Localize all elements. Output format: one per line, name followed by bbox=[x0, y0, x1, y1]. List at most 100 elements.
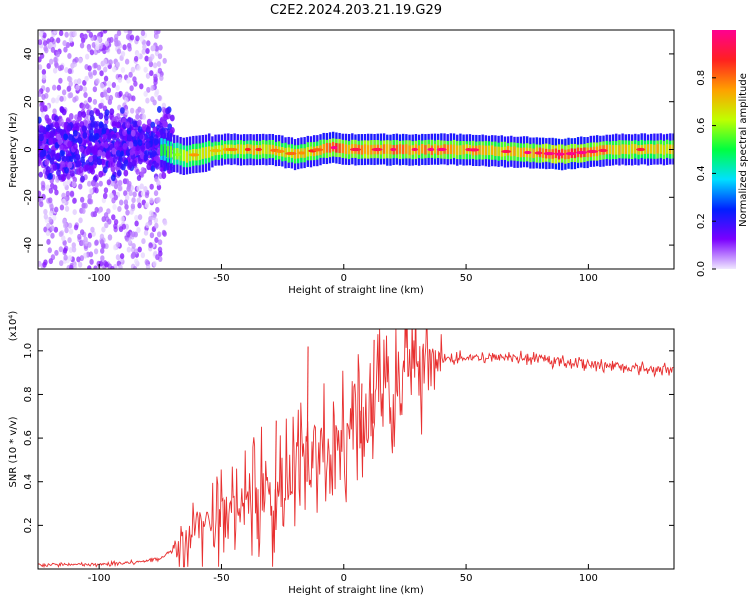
noise-blob bbox=[38, 133, 44, 141]
noise-dot bbox=[53, 30, 58, 34]
noise-blob bbox=[132, 120, 137, 128]
noise-dot bbox=[87, 65, 92, 72]
noise-dot bbox=[156, 179, 161, 186]
noise-blob bbox=[68, 155, 74, 163]
noise-dot bbox=[146, 86, 151, 93]
ridge-cell bbox=[341, 143, 344, 154]
noise-blob bbox=[88, 166, 94, 173]
ridge-cell bbox=[182, 149, 185, 162]
noise-dot bbox=[121, 223, 127, 230]
noise-blob bbox=[101, 151, 106, 159]
noise-dot bbox=[140, 108, 145, 115]
noise-dot bbox=[109, 36, 114, 43]
noise-dot bbox=[135, 108, 140, 115]
noise-dot bbox=[86, 30, 91, 34]
noise-dot bbox=[134, 258, 139, 265]
noise-dot bbox=[61, 235, 66, 242]
noise-dot bbox=[130, 66, 136, 73]
ridge-cell bbox=[481, 145, 484, 155]
ridge-cell bbox=[459, 145, 462, 155]
noise-dot bbox=[154, 222, 159, 229]
noise-dot bbox=[102, 58, 108, 65]
ridge-cell bbox=[363, 144, 367, 154]
noise-dot bbox=[106, 80, 112, 87]
ridge-peak bbox=[244, 147, 251, 152]
noise-dot bbox=[129, 107, 135, 114]
ridge-cell bbox=[653, 144, 656, 155]
noise-dot bbox=[64, 205, 70, 212]
noise-dot bbox=[99, 239, 105, 246]
noise-blob bbox=[118, 129, 124, 137]
noise-dot bbox=[66, 85, 72, 92]
y-tick-label: 0.4 bbox=[23, 474, 34, 490]
noise-dot bbox=[38, 64, 43, 71]
noise-dot bbox=[158, 250, 163, 257]
noise-blob bbox=[56, 169, 61, 177]
noise-dot bbox=[46, 238, 51, 245]
noise-dot bbox=[116, 30, 122, 37]
noise-blob bbox=[102, 123, 108, 131]
noise-blob bbox=[138, 133, 144, 140]
ridge-cell bbox=[160, 144, 163, 156]
snr-y-exponent: (x10⁴) bbox=[8, 311, 19, 342]
noise-dot bbox=[78, 85, 83, 92]
noise-dot bbox=[128, 71, 133, 78]
noise-blob bbox=[135, 144, 141, 152]
ridge-cell bbox=[421, 144, 424, 154]
noise-dot bbox=[69, 190, 75, 197]
noise-dot bbox=[50, 225, 55, 232]
noise-blob bbox=[146, 125, 151, 133]
noise-blob bbox=[52, 164, 58, 171]
x-tick-label: 0 bbox=[341, 573, 347, 584]
noise-dot bbox=[140, 166, 146, 173]
ridge-cell bbox=[360, 145, 364, 155]
noise-blob bbox=[119, 107, 125, 114]
noise-dot bbox=[132, 191, 137, 198]
ridge-cell bbox=[185, 151, 189, 163]
noise-dot bbox=[133, 80, 138, 87]
snr-frame bbox=[37, 328, 675, 570]
ridge-cell bbox=[510, 146, 513, 157]
noise-blob bbox=[137, 139, 143, 147]
noise-dot bbox=[83, 202, 88, 209]
noise-dot bbox=[106, 179, 112, 186]
y-tick-label: -40 bbox=[23, 237, 34, 253]
noise-blob bbox=[42, 105, 48, 112]
noise-dot bbox=[93, 265, 98, 269]
ridge-cell bbox=[268, 144, 271, 155]
ridge-peak bbox=[555, 152, 565, 156]
noise-blob bbox=[84, 164, 90, 171]
noise-dot bbox=[141, 238, 146, 245]
ridge-peak bbox=[225, 147, 238, 152]
noise-blob bbox=[169, 114, 175, 122]
noise-blob bbox=[49, 130, 55, 138]
noise-dot bbox=[104, 40, 110, 47]
noise-dot bbox=[78, 57, 83, 64]
noise-dot bbox=[122, 44, 127, 51]
noise-dot bbox=[127, 45, 132, 52]
noise-blob bbox=[64, 166, 69, 174]
noise-dot bbox=[134, 220, 139, 227]
noise-blob bbox=[65, 150, 71, 157]
colorbar-tick-label: 0.0 bbox=[696, 261, 707, 277]
noise-dot bbox=[112, 66, 117, 73]
noise-blob bbox=[38, 139, 43, 147]
ridge-peak bbox=[468, 148, 480, 152]
noise-blob bbox=[77, 114, 82, 122]
noise-dot bbox=[103, 192, 108, 199]
ridge-cell bbox=[564, 149, 567, 160]
ridge-peak bbox=[275, 149, 285, 154]
noise-dot bbox=[92, 69, 97, 76]
colorbar: 0.0 0.2 0.4 0.6 0.8 Normalized spectral ampl… bbox=[696, 30, 749, 277]
ridge-cell bbox=[173, 148, 176, 160]
noise-dot bbox=[100, 255, 105, 262]
ridge-peak bbox=[312, 148, 324, 152]
noise-dot bbox=[94, 187, 99, 194]
noise-blob bbox=[69, 170, 75, 177]
noise-dot bbox=[87, 180, 92, 187]
noise-blob bbox=[122, 129, 127, 137]
noise-blob bbox=[112, 156, 118, 163]
noise-dot bbox=[59, 64, 64, 71]
noise-blob bbox=[38, 116, 42, 124]
noise-dot bbox=[55, 37, 61, 44]
